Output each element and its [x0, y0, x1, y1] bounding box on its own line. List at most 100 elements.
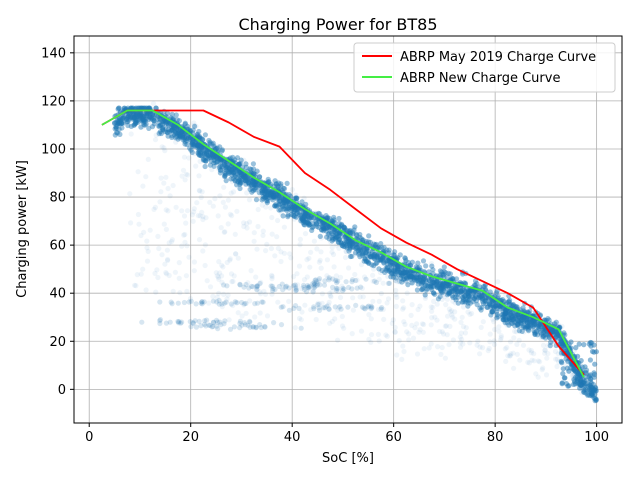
scatter-point [560, 366, 566, 372]
scatter-point [272, 253, 278, 259]
scatter-point [474, 342, 480, 348]
scatter-point [255, 283, 261, 289]
scatter-point [256, 174, 263, 180]
scatter-point [313, 277, 319, 283]
scatter-point [291, 208, 297, 214]
scatter-point [374, 254, 380, 261]
scatter-point [286, 203, 292, 209]
scatter-point [269, 214, 275, 221]
scatter-point [347, 240, 353, 247]
scatter-point [447, 271, 453, 277]
scatter-point [452, 309, 458, 315]
scatter-point [316, 278, 322, 284]
scatter-point [405, 270, 411, 276]
scatter-point [353, 241, 359, 247]
scatter-point [339, 283, 345, 289]
scatter-point [221, 300, 227, 306]
scatter-point [241, 301, 247, 307]
scatter-point [356, 248, 362, 254]
scatter-point [374, 253, 380, 260]
scatter-point [315, 302, 321, 308]
scatter-point [396, 279, 403, 285]
scatter-point [502, 310, 509, 316]
scatter-point [280, 287, 286, 293]
scatter-point [243, 281, 249, 288]
scatter-point [361, 245, 367, 251]
scatter-point [332, 236, 338, 242]
scatter-point [477, 351, 483, 357]
scatter-point [232, 231, 238, 237]
scatter-point [581, 389, 587, 395]
scatter-point [203, 215, 209, 221]
scatter-point [189, 149, 195, 155]
scatter-point [228, 163, 235, 169]
scatter-point [199, 299, 205, 305]
scatter-point [519, 320, 525, 326]
scatter-point [203, 323, 209, 329]
scatter-point [522, 324, 528, 330]
scatter-point [268, 283, 274, 289]
scatter-point [428, 286, 435, 293]
scatter-point [286, 206, 292, 212]
scatter-point [210, 319, 217, 325]
scatter-point [301, 195, 307, 201]
scatter-point [187, 136, 193, 142]
scatter-point [422, 274, 428, 280]
scatter-point [411, 270, 417, 276]
scatter-point [575, 371, 581, 377]
scatter-point [512, 323, 518, 329]
scatter-point [450, 287, 456, 294]
scatter-point [497, 304, 503, 310]
scatter-point [524, 319, 530, 326]
scatter-point [587, 357, 594, 363]
scatter-point [369, 262, 375, 268]
scatter-point [467, 311, 473, 317]
scatter-point [281, 198, 288, 204]
scatter-point [278, 181, 284, 187]
scatter-point [230, 166, 236, 172]
scatter-point [528, 350, 535, 356]
scatter-point [486, 296, 492, 302]
scatter-point [385, 249, 391, 255]
scatter-point [135, 211, 141, 218]
scatter-point [536, 325, 542, 331]
scatter-point [271, 320, 277, 326]
scatter-point [221, 160, 227, 166]
scatter-point [251, 170, 257, 176]
scatter-point [589, 388, 596, 394]
scatter-point [191, 142, 197, 149]
scatter-point [493, 303, 499, 309]
scatter-point [191, 206, 197, 212]
y-tick-label: 0 [58, 383, 66, 398]
scatter-point [128, 105, 134, 111]
y-axis-label: Charging power [kW] [15, 160, 30, 298]
scatter-point [504, 320, 510, 326]
scatter-point [226, 165, 232, 171]
scatter-point [591, 370, 597, 376]
scatter-point [349, 286, 355, 292]
scatter-point [336, 236, 343, 242]
scatter-point [269, 195, 275, 201]
scatter-point [112, 126, 118, 132]
scatter-point [287, 204, 294, 210]
scatter-point [160, 127, 166, 133]
scatter-point [228, 176, 234, 182]
scatter-point [251, 181, 257, 187]
scatter-point [480, 301, 486, 307]
scatter-point [223, 178, 229, 184]
scatter-point [490, 308, 496, 314]
scatter-point [176, 131, 183, 137]
scatter-point [331, 214, 337, 220]
scatter-point [363, 238, 369, 245]
scatter-point [205, 156, 211, 162]
scatter-point [311, 238, 317, 244]
scatter-point [411, 275, 417, 281]
scatter-point [276, 202, 282, 208]
scatter-point [326, 236, 332, 242]
scatter-point [312, 284, 318, 290]
scatter-point [211, 152, 217, 158]
scatter-point [446, 283, 452, 289]
scatter-point [226, 317, 232, 323]
scatter-point [568, 339, 574, 345]
scatter-point [133, 120, 139, 126]
